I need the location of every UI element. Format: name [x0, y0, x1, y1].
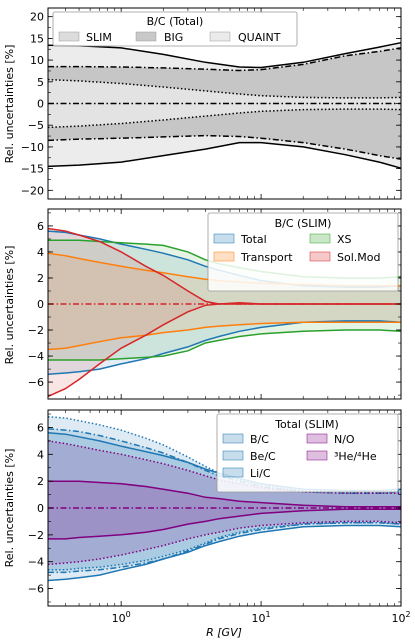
y-tick-label: 6 [37, 421, 44, 434]
band-be-c [48, 428, 401, 573]
panel-bottom-ylabel: Rel. uncertainties [%] [3, 449, 16, 568]
y-tick-label: −2 [28, 529, 44, 542]
panel-middle: −6 −4 −2 0 2 4 6 Rel. uncertainties [%] B/C (S… [3, 208, 402, 400]
legend-label-he: ³He/⁴He [334, 450, 377, 463]
y-tick-label: 5 [37, 76, 44, 89]
legend-label-bc: B/C [250, 433, 269, 446]
panel-top: −20 −15 −10 −5 0 5 10 15 20 Rel. uncertainties [… [3, 7, 402, 200]
series-line--he-he-lower [47, 520, 402, 566]
series-line--he-he-upper [47, 440, 401, 494]
y-tick-label: −5 [28, 119, 44, 132]
panel-bottom-legend: Total (SLIM) B/C N/O Be/C ³He/⁴He Li/C [216, 413, 399, 493]
panel-top-legend-title: B/C (Total) [147, 15, 204, 28]
legend-label-quaint: QUAINT [238, 31, 281, 44]
legend-swatch-xs [309, 233, 331, 244]
panel-bottom: −6 −4 −2 0 2 4 6 Rel. uncertainties [%] Total … [3, 409, 402, 607]
y-tick-label: −10 [21, 141, 44, 154]
legend-swatch-bec [222, 450, 244, 461]
legend-swatch-total [213, 233, 235, 244]
legend-swatch-transport [213, 251, 235, 262]
y-tick-label: 0 [37, 502, 44, 515]
y-tick-label: 15 [30, 32, 44, 45]
band-xs [48, 240, 401, 360]
band-total [48, 231, 401, 375]
series-line-b-c-lower [47, 524, 402, 582]
series-line-sol-mod-lower [47, 303, 401, 398]
y-tick-label: 10 [30, 54, 44, 67]
legend-swatch-big [135, 31, 157, 42]
legend-swatch-bc [222, 433, 244, 444]
series-line-li-c-lower [48, 522, 402, 571]
legend-label-slim: SLIM [86, 31, 112, 44]
series-line-slim-lower [47, 108, 402, 129]
y-tick-label: 20 [30, 11, 44, 24]
y-tick-label: 0 [37, 98, 44, 111]
y-tick-label: −6 [28, 376, 44, 389]
panel-middle-axes: −6 −4 −2 0 2 4 6 [28, 208, 402, 400]
band-n-o [48, 481, 401, 539]
y-tick-label: 4 [37, 448, 44, 461]
series-line-quaint-lower [47, 141, 402, 169]
panel-bottom-axes: −6 −4 −2 0 2 4 6 [28, 409, 402, 607]
legend-swatch-quaint [209, 31, 231, 42]
panel-middle-ylabel: Rel. uncertainties [%] [3, 246, 16, 365]
panel-top-axes: −20 −15 −10 −5 0 5 10 15 20 [21, 7, 402, 200]
legend-label-lic: Li/C [250, 467, 271, 480]
series-line-slim-upper [47, 78, 402, 99]
y-tick-label: 2 [37, 475, 44, 488]
legend-swatch-solmod [309, 251, 331, 262]
series-line-n-o-lower [48, 508, 401, 540]
y-tick-label: 6 [37, 220, 44, 233]
legend-label-total: Total [240, 233, 267, 246]
series-line-be-c-upper [47, 428, 402, 494]
legend-label-no: N/O [334, 433, 355, 446]
panel-middle-legend: B/C (SLIM) Total XS Transport Sol.Mod [207, 212, 399, 292]
x-tick-label: 101 [252, 610, 271, 625]
y-tick-label: 0 [37, 298, 44, 311]
y-tick-label: −20 [21, 184, 44, 197]
series-line-n-o-upper [48, 480, 401, 508]
legend-label-bec: Be/C [250, 450, 276, 463]
legend-swatch-he [306, 450, 328, 461]
band-transport [48, 253, 401, 350]
panel-middle-fills [48, 228, 401, 397]
legend-label-solmod: Sol.Mod [337, 251, 380, 264]
y-tick-label: −4 [28, 350, 44, 363]
legend-swatch-slim [58, 31, 80, 42]
y-tick-label: −6 [28, 583, 44, 596]
band-sol-mod [48, 228, 401, 397]
x-tick-label: 100 [112, 610, 131, 625]
series-line-transport-lower [47, 321, 401, 351]
panel-bottom-fills [48, 416, 401, 581]
panel-top-ylabel: Rel. uncertainties [%] [3, 45, 16, 164]
legend-swatch-lic [222, 467, 244, 478]
y-tick-label: −4 [28, 556, 44, 569]
panel-top-legend: B/C (Total) SLIM BIG QUAINT [52, 11, 298, 47]
legend-swatch-no [306, 433, 328, 444]
panel-middle-legend-title: B/C (SLIM) [275, 217, 332, 230]
series-line-be-c-lower [48, 522, 402, 574]
shared-x-axis: 100 101 102 [112, 610, 411, 625]
panel-bottom-legend-title: Total (SLIM) [274, 418, 339, 431]
x-tick-label: 102 [391, 610, 410, 625]
shared-xlabel: R [GV] [206, 626, 242, 639]
series-line-quaint-upper [47, 41, 402, 69]
y-tick-label: −2 [28, 324, 44, 337]
panel-top-lines [47, 41, 402, 169]
y-tick-label: 2 [37, 272, 44, 285]
band-li-c [48, 416, 401, 570]
legend-label-transport: Transport [240, 251, 293, 264]
legend-label-big: BIG [164, 31, 183, 44]
band-b-c [48, 432, 401, 581]
y-tick-label: 4 [37, 246, 44, 259]
series-line-big-upper [48, 47, 402, 72]
legend-label-xs: XS [337, 233, 352, 246]
series-line-big-lower [47, 134, 402, 160]
y-tick-label: −15 [21, 163, 44, 176]
series-line-xs-lower [48, 329, 402, 361]
